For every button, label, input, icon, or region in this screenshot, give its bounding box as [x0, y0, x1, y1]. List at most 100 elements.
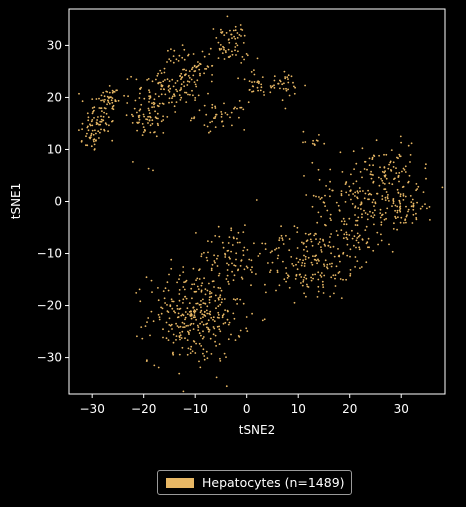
scatter-point [176, 90, 179, 93]
scatter-point [352, 193, 354, 195]
scatter-point [244, 224, 246, 227]
scatter-point [183, 68, 186, 71]
scatter-point [286, 76, 289, 79]
scatter-point [176, 308, 179, 310]
scatter-point [247, 101, 250, 104]
scatter-point [236, 298, 239, 300]
scatter-point [186, 84, 189, 86]
scatter-point [190, 310, 192, 313]
scatter-point [284, 76, 286, 78]
scatter-point [271, 85, 274, 88]
scatter-point [225, 356, 227, 358]
scatter-point [193, 81, 196, 83]
scatter-point [183, 85, 186, 88]
scatter-point [307, 233, 310, 236]
scatter-point [145, 276, 148, 279]
scatter-point [191, 297, 193, 300]
scatter-point [356, 224, 359, 227]
x-tick-label: −30 [80, 402, 105, 416]
scatter-point [185, 101, 188, 103]
scatter-point [388, 163, 390, 166]
scatter-point [179, 75, 182, 78]
scatter-point [191, 68, 193, 71]
scatter-point [196, 277, 199, 280]
scatter-point [383, 218, 386, 221]
scatter-point [193, 65, 196, 68]
scatter-point [348, 194, 350, 196]
scatter-point [362, 190, 364, 192]
scatter-point [210, 317, 213, 319]
scatter-point [206, 289, 209, 292]
scatter-point [399, 221, 402, 224]
scatter-point [197, 64, 200, 67]
scatter-point [166, 304, 168, 306]
scatter-point [219, 296, 221, 298]
scatter-point [207, 327, 210, 329]
scatter-point [378, 184, 381, 187]
scatter-point [234, 299, 237, 301]
scatter-point [340, 194, 343, 197]
scatter-point [199, 74, 201, 77]
scatter-point [315, 259, 318, 262]
scatter-point [367, 237, 370, 240]
scatter-point [199, 317, 202, 320]
scatter-point [349, 274, 352, 277]
scatter-point [206, 305, 209, 308]
scatter-point [207, 240, 209, 243]
scatter-point [355, 246, 357, 249]
scatter-point [169, 324, 172, 327]
scatter-point [109, 96, 111, 99]
scatter-point [394, 215, 396, 218]
scatter-point [356, 237, 359, 239]
scatter-point [361, 213, 363, 216]
scatter-point [168, 97, 171, 100]
scatter-point [345, 233, 348, 236]
scatter-point [107, 101, 110, 103]
scatter-point [317, 278, 320, 281]
scatter-point [190, 313, 193, 316]
scatter-point [181, 346, 184, 349]
scatter-point [152, 320, 155, 323]
scatter-point [228, 41, 231, 44]
scatter-point [215, 37, 218, 39]
scatter-point [164, 79, 166, 81]
scatter-point [355, 180, 358, 183]
scatter-point [138, 109, 141, 112]
scatter-point [192, 94, 194, 97]
scatter-point [409, 195, 412, 197]
scatter-point [131, 122, 134, 124]
legend-swatch [166, 477, 194, 488]
scatter-point [126, 102, 129, 104]
scatter-point [106, 95, 109, 98]
scatter-point [393, 222, 395, 225]
scatter-point [404, 219, 406, 222]
scatter-point [162, 132, 165, 134]
scatter-point [217, 274, 220, 277]
scatter-point [304, 232, 307, 235]
scatter-point [191, 66, 194, 69]
scatter-point [345, 236, 348, 239]
scatter-point [361, 147, 364, 150]
scatter-point [98, 97, 100, 100]
scatter-point [396, 211, 399, 214]
scatter-point [357, 235, 360, 238]
scatter-point [376, 231, 379, 234]
scatter-point [311, 273, 314, 276]
scatter-point [293, 92, 296, 95]
scatter-point [395, 167, 397, 170]
scatter-point [111, 91, 114, 94]
scatter-point [330, 252, 332, 255]
scatter-point [306, 250, 309, 253]
scatter-point [349, 269, 352, 271]
scatter-point [186, 339, 189, 341]
scatter-point [354, 191, 357, 194]
scatter-point [214, 261, 216, 264]
scatter-point [209, 313, 212, 316]
scatter-point [211, 74, 214, 76]
scatter-point [279, 87, 281, 90]
scatter-point [397, 176, 400, 179]
scatter-point [384, 170, 386, 173]
scatter-point [86, 126, 89, 129]
scatter-point [408, 174, 411, 177]
scatter-point [319, 274, 322, 277]
